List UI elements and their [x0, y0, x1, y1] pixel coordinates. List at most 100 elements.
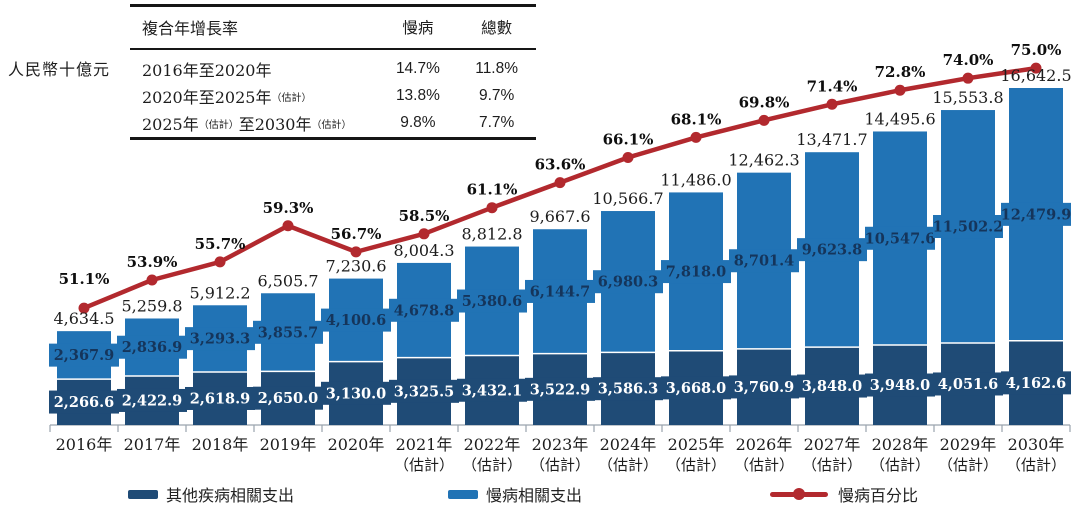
total-value-label: 8,004.3: [393, 241, 454, 260]
x-axis-year-label: 2030年: [1008, 435, 1065, 454]
chronic-value-badge: [185, 327, 255, 351]
percentage-line-dot: [622, 152, 634, 163]
chronic-value-badge: [253, 320, 323, 344]
cagr-period: 2016年至2020年: [142, 61, 272, 80]
cagr-chronic-value: 14.7%: [395, 60, 440, 77]
percentage-line-dot: [146, 274, 158, 286]
chronic-value-badge: [593, 270, 663, 294]
x-axis-year-label: 2026年: [736, 435, 793, 454]
chronic-value-badge: [525, 279, 595, 303]
other-value-badge: [389, 379, 459, 403]
cagr-header-period: 複合年增長率: [130, 5, 379, 50]
percentage-label: 63.6%: [535, 156, 586, 174]
other-value-badge: [457, 378, 527, 402]
cagr-row: 2025年（估計）至2030年（估計） 9.8% 7.7%: [130, 110, 536, 139]
other-value-label: 3,432.1: [462, 382, 523, 399]
legend-label-chronic: 慢病相關支出: [486, 486, 583, 505]
total-value-label: 13,471.7: [796, 130, 867, 149]
percentage-label: 56.7%: [331, 225, 382, 243]
x-axis-year-label: 2025年: [668, 435, 725, 454]
chronic-value-badge: [1001, 202, 1071, 226]
legend-item-chronic: 慢病相關支出: [448, 484, 583, 505]
total-value-label: 11,486.0: [660, 170, 731, 189]
other-value-label: 3,760.9: [734, 379, 795, 396]
chronic-value-label: 9,623.8: [802, 242, 863, 259]
other-value-label: 4,162.6: [1006, 375, 1067, 392]
x-axis-year-label: 2021年: [396, 435, 453, 454]
percentage-line-dot: [486, 202, 498, 214]
legend-item-percentage: 慢病百分比: [770, 484, 918, 505]
chronic-value-badge: [797, 238, 867, 262]
other-value-badge: [933, 372, 1003, 396]
cagr-row: 2020年至2025年（估計） 13.8% 9.7%: [130, 83, 536, 110]
percentage-line-dot: [282, 220, 294, 232]
other-value-label: 3,586.3: [598, 381, 659, 398]
x-axis-estimate-note: （估計）: [1006, 456, 1066, 474]
other-value-label: 2,650.0: [258, 390, 319, 407]
other-value-label: 3,325.5: [394, 383, 455, 400]
total-value-label: 8,812.8: [461, 225, 522, 244]
cagr-period: 2025年（估計）至2030年（估計）: [142, 115, 352, 134]
x-axis-estimate-note: （估計）: [462, 456, 522, 474]
x-axis-year-label: 2020年: [328, 435, 385, 454]
percentage-label: 58.5%: [399, 207, 450, 225]
total-value-label: 5,259.8: [121, 296, 182, 315]
percentage-line-dot: [962, 72, 974, 84]
cagr-table: 複合年增長率 慢病 總數 2016年至2020年 14.7% 11.8% 2020年至…: [130, 4, 536, 140]
trend-line: [78, 62, 1042, 314]
total-value-label: 16,642.5: [1000, 66, 1071, 85]
chronic-value-badge: [661, 260, 731, 284]
other-value-label: 3,668.0: [666, 380, 727, 397]
total-value-label: 6,505.7: [257, 271, 318, 290]
percentage-line-dot: [418, 228, 430, 240]
total-value-label: 15,553.8: [932, 88, 1003, 107]
x-axis-estimate-note: （估計）: [870, 456, 930, 474]
cagr-chronic-value: 9.8%: [400, 114, 436, 131]
legend-label-other: 其他疾病相關支出: [166, 486, 295, 505]
chronic-value-label: 2,367.9: [54, 347, 115, 364]
other-value-label: 2,618.9: [190, 390, 251, 407]
chronic-value-badge: [457, 289, 527, 313]
y-axis-unit-label: 人民幣十億元: [8, 60, 111, 79]
chronic-value-label: 11,502.2: [933, 219, 1004, 236]
chronic-value-badge: [49, 343, 119, 367]
x-axis-year-label: 2029年: [940, 435, 997, 454]
other-value-badge: [117, 388, 187, 412]
chronic-value-badge: [865, 226, 935, 250]
x-axis-estimate-note: （估計）: [394, 456, 454, 474]
x-axis-year-label: 2018年: [192, 435, 249, 454]
legend-item-other: 其他疾病相關支出: [128, 484, 295, 505]
cagr-total-value: 9.7%: [478, 87, 515, 104]
value-labels: 4,634.5 51.1% 2016年 5,259.8 53.9% 2017年 5,912.…: [53, 41, 1071, 474]
x-axis-year-label: 2016年: [56, 435, 113, 454]
total-value-label: 4,634.5: [53, 309, 114, 328]
chronic-value-label: 5,380.6: [462, 293, 523, 310]
total-value-label: 9,667.6: [529, 207, 590, 226]
percentage-line-dot: [214, 256, 226, 268]
other-value-label: 3,948.0: [870, 377, 931, 394]
x-axis-year-label: 2019年: [260, 435, 317, 454]
percentage-line-dot: [1030, 62, 1042, 74]
other-value-badge: [321, 381, 391, 405]
percentage-line-dot: [758, 114, 770, 126]
x-axis-year-label: 2017年: [124, 435, 181, 454]
chronic-value-badge: [933, 215, 1003, 239]
percentage-line-dot: [894, 84, 906, 96]
total-value-label: 5,912.2: [189, 283, 250, 302]
x-axis-estimate-note: （估計）: [734, 456, 794, 474]
cagr-header-total: 總數: [457, 5, 536, 50]
chronic-value-label: 7,818.0: [666, 264, 727, 281]
x-axis-estimate-note: （估計）: [938, 456, 998, 474]
chronic-value-label: 12,479.9: [1001, 206, 1072, 223]
total-value-label: 14,495.6: [864, 109, 935, 128]
percentage-label: 74.0%: [943, 51, 994, 69]
chronic-value-label: 6,144.7: [530, 283, 591, 300]
other-value-badge: [1001, 371, 1071, 395]
percentage-label: 59.3%: [263, 199, 314, 217]
total-value-label: 7,230.6: [325, 257, 386, 276]
percentage-line-dot: [554, 177, 566, 189]
other-value-label: 3,522.9: [530, 381, 591, 398]
chronic-value-badge: [117, 335, 187, 359]
cagr-header-row: 複合年增長率 慢病 總數: [130, 5, 536, 50]
